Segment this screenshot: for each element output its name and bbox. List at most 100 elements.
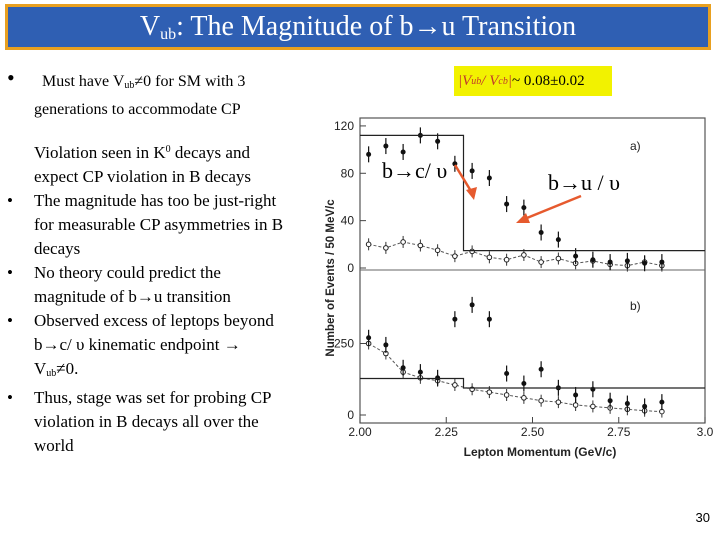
on-resonance-point <box>573 253 579 259</box>
on-resonance-point <box>366 335 372 341</box>
continuum-point <box>400 239 406 245</box>
on-resonance-point <box>538 229 544 235</box>
y-tick-label: 40 <box>341 214 355 228</box>
y-tick-label: 250 <box>334 337 354 351</box>
y-tick-label: 0 <box>347 261 354 275</box>
vub-value: ~ 0.08±0.02 <box>511 72 585 89</box>
b3-l2: magnitude of b→u transition <box>34 287 231 306</box>
on-resonance-point <box>417 369 423 375</box>
on-resonance-point <box>452 161 458 167</box>
on-resonance-point <box>435 138 441 144</box>
y-tick-label: 0 <box>347 408 354 422</box>
b1-l3-pre: Violation seen in K <box>34 143 166 162</box>
bullet-marker: • <box>7 65 15 90</box>
on-resonance-point <box>642 403 648 409</box>
b1-l1-pre: Must have V <box>42 73 125 90</box>
on-resonance-point <box>366 151 372 157</box>
continuum-point <box>486 254 493 261</box>
continuum-point <box>590 403 596 410</box>
panel-label: b) <box>630 299 641 313</box>
on-resonance-point <box>435 375 441 381</box>
on-resonance-point <box>383 342 389 348</box>
b-to-u-label: b→u / υ <box>548 170 621 195</box>
continuum-fit-curve <box>368 343 662 413</box>
vub-slash-v: / V <box>481 72 499 89</box>
x-tick-label: 2.75 <box>607 425 631 439</box>
continuum-point <box>521 395 527 401</box>
vub-bar-close: | <box>507 72 512 89</box>
on-resonance-point <box>521 205 527 211</box>
y-tick-label: 120 <box>334 119 354 133</box>
bullet-marker: • <box>7 388 13 407</box>
x-tick-label: 2.50 <box>521 425 545 439</box>
b1-l4: expect CP violation in B decays <box>34 167 252 186</box>
on-resonance-point <box>504 371 510 377</box>
b-to-c-histogram <box>360 377 705 389</box>
continuum-fit-curve <box>368 241 662 267</box>
bullet-1: • Must have Vub≠0 for SM with 3 generati… <box>7 66 334 189</box>
b4-l3-sub: ub <box>46 368 57 379</box>
b1-l3-sup: 0 <box>165 144 171 155</box>
continuum-point <box>434 247 441 254</box>
bullet-2: • The magnitude has too be just-right fo… <box>7 189 334 261</box>
on-resonance-point <box>607 398 613 404</box>
slide-title: Vub: The Magnitude of b→u Transition <box>140 11 576 44</box>
continuum-point <box>486 389 493 395</box>
continuum-point <box>503 256 510 263</box>
b2-l3: decays <box>34 239 81 258</box>
title-suffix: : The Magnitude of b→u Transition <box>176 10 577 42</box>
b1-l2: generations to accommodate CP <box>34 101 241 118</box>
vub-sub-ub: ub <box>471 75 482 87</box>
continuum-point <box>365 241 372 248</box>
bullet-marker: • <box>7 311 13 330</box>
continuum-point <box>572 402 579 408</box>
b1-l1-post: ≠0 for SM with 3 <box>134 73 246 90</box>
on-resonance-point <box>469 168 475 174</box>
on-resonance-point <box>659 399 665 405</box>
continuum-point <box>417 242 424 249</box>
b3-l1: No theory could predict the <box>34 263 221 282</box>
b1-l1-sub: ub <box>124 80 135 91</box>
lepton-momentum-plot: Number of Events / 50 MeV/c Lepton Momen… <box>325 117 714 459</box>
bullet-3: • No theory could predict the magnitude … <box>7 261 334 309</box>
on-resonance-point <box>400 149 406 155</box>
continuum-point <box>503 392 510 398</box>
page-number: 30 <box>695 510 710 525</box>
on-resonance-point <box>504 201 510 207</box>
on-resonance-point <box>590 257 596 263</box>
on-resonance-point <box>452 316 458 322</box>
b2-l1: The magnitude has too be just-right <box>34 191 277 210</box>
x-axis-label: Lepton Momentum (GeV/c) <box>464 445 617 459</box>
continuum-point <box>469 248 475 255</box>
bullet-5: • Thus, stage was set for probing CP vio… <box>7 386 334 458</box>
b5-l3: world <box>34 436 74 455</box>
y-axis-label: Number of Events / 50 MeV/c <box>325 199 337 357</box>
b1-l3-post: decays and <box>170 143 250 162</box>
on-resonance-point <box>607 259 613 265</box>
x-tick-label: 2.00 <box>348 425 372 439</box>
bullet-marker: • <box>7 191 13 210</box>
slide-title-bar: Vub: The Magnitude of b→u Transition <box>5 4 711 50</box>
on-resonance-point <box>555 237 561 243</box>
continuum-point <box>538 259 544 265</box>
x-tick-label: 2.25 <box>435 425 459 439</box>
on-resonance-point <box>486 316 492 322</box>
bullet-marker: • <box>7 263 13 282</box>
continuum-point <box>521 252 527 258</box>
b4-l1: Observed excess of leptops beyond <box>34 311 274 330</box>
on-resonance-point <box>521 381 527 387</box>
on-resonance-point <box>659 259 665 265</box>
title-prefix: V <box>139 10 161 42</box>
b5-l2: violation in B decays all over the <box>34 412 259 431</box>
bullet-4: • Observed excess of leptops beyond b→c/… <box>7 309 334 386</box>
b2-l2: for measurable CP asymmetries in B <box>34 215 284 234</box>
on-resonance-point <box>538 366 544 372</box>
b-to-c-histogram <box>360 134 705 252</box>
on-resonance-point <box>400 365 406 371</box>
continuum-point <box>383 245 389 251</box>
b5-l1: Thus, stage was set for probing CP <box>34 388 272 407</box>
continuum-point <box>452 382 458 388</box>
b4-l3-post: ≠0. <box>56 359 79 378</box>
continuum-point <box>538 397 544 404</box>
on-resonance-point <box>486 175 492 181</box>
